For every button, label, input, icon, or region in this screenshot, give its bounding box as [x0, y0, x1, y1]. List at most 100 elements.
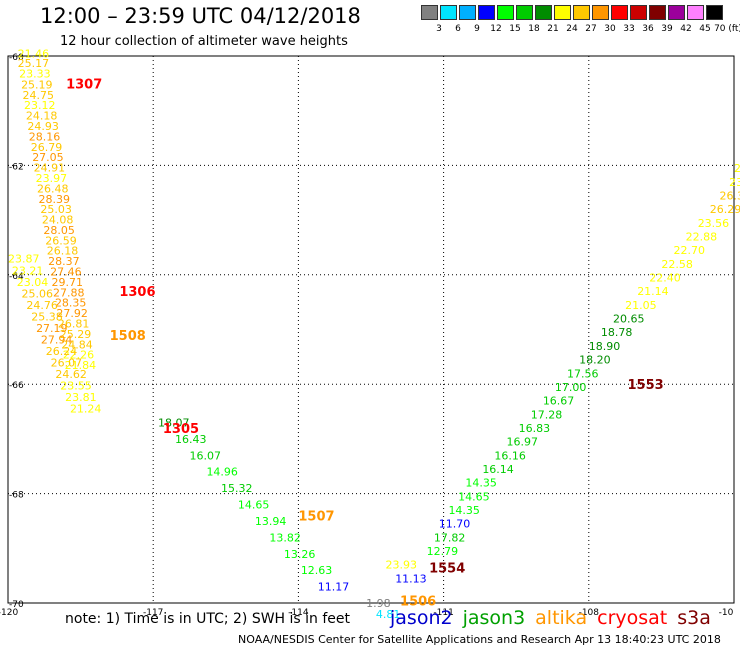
x-tick-label: -111	[433, 608, 453, 618]
swh-point-s3a: 21.14	[637, 285, 669, 298]
x-tick-label: -117	[143, 608, 163, 618]
swh-point-cryosat: 26.18	[47, 245, 79, 258]
swh-point-s3a: 14.65	[458, 490, 490, 503]
scale-label: 24	[566, 24, 578, 34]
y-tick-label: -64	[9, 272, 24, 282]
y-tick-label: -66	[9, 381, 24, 391]
swh-point-cryosat: 24.08	[42, 214, 74, 227]
swh-point-cryosat: 24.18	[26, 110, 58, 123]
swh-point-cryosat: 23.97	[36, 172, 67, 185]
swh-point-s3a: 14.35	[465, 477, 497, 490]
legend-jason2: jason2	[390, 607, 453, 629]
swh-point-s3a: 16.16	[494, 449, 526, 462]
scale-label: 3	[436, 24, 442, 34]
swh-point-cryosat: 23.12	[24, 99, 56, 112]
swh-point-jason3: 13.94	[255, 515, 287, 528]
swh-point-s3a: 17.00	[555, 381, 587, 394]
swh-point-jason3: 14.96	[206, 466, 238, 479]
scale-label: 33	[623, 24, 635, 34]
swh-point-cryosat: 29.71	[52, 276, 83, 289]
swh-point-s3a: 12.79	[427, 545, 459, 558]
swh-point-cryosat: 28.16	[29, 130, 61, 143]
scale-label: 9	[474, 24, 480, 34]
swh-point-cryosat: 23.33	[19, 68, 51, 81]
chart-title: 12:00 – 23:59 UTC 04/12/2018	[40, 4, 361, 28]
swh-point-cryosat: 24.84	[61, 338, 93, 351]
swh-point-s3a: 16.83	[519, 422, 551, 435]
swh-point-altika: 24.76	[26, 299, 57, 312]
swh-point-s3a: 23	[734, 162, 740, 175]
swh-point-s3a: 21.05	[625, 299, 657, 312]
swh-point-cryosat: 25.19	[21, 78, 53, 91]
swh-point-altika: 27.94	[41, 333, 73, 346]
swh-point-s3a: 23.93	[386, 559, 418, 572]
scale-swatch	[497, 5, 514, 20]
pass-label: 1554	[429, 561, 465, 576]
swh-point-jason3: 13.82	[269, 531, 301, 544]
swh-point-cryosat: 24.91	[34, 162, 66, 175]
swh-point-cryosat: 28.37	[48, 255, 79, 268]
map-grid	[8, 56, 734, 603]
swh-point-s3a: 18.90	[589, 340, 621, 353]
swh-point-s3a: 23.5	[729, 176, 740, 189]
swh-point-cryosat: 24.75	[23, 89, 55, 102]
scale-label: 39	[661, 24, 673, 34]
swh-point-s3a: 17.28	[531, 408, 563, 421]
swh-point-cryosat: 25.29	[60, 328, 91, 341]
swh-point-s3a: 11.70	[439, 518, 471, 531]
swh-point-altika: 26.24	[46, 345, 78, 358]
x-tick-label: -114	[288, 608, 309, 618]
swh-point-s3a: 17.56	[567, 367, 599, 380]
pass-label: 1306	[119, 285, 155, 300]
scale-swatch	[421, 5, 438, 20]
legend-cryosat: cryosat	[597, 607, 668, 629]
scale-label: 6	[455, 24, 461, 34]
swh-point-altika: 27.19	[36, 322, 68, 335]
swh-point-s3a: 16.14	[482, 463, 514, 476]
swh-point-jason3: 14.65	[238, 499, 270, 512]
chart-subtitle: 12 hour collection of altimeter wave hei…	[60, 34, 348, 49]
map-axes: -120 -117 -114 -111 -108 -10 -60 -62 -64 -66 -68 -7…	[0, 53, 735, 618]
swh-point-altika: 24.62	[55, 368, 87, 381]
swh-point-cryosat: 26.59	[45, 234, 77, 247]
swh-point-altika: 23.81	[65, 391, 97, 404]
y-tick-label: -70	[9, 600, 24, 610]
scale-swatch	[706, 5, 723, 20]
swh-point-cryosat: 21.84	[65, 359, 97, 372]
swh-point-jason3: 13.26	[284, 548, 316, 561]
swh-point-altika: 23.55	[60, 379, 92, 392]
swh-points: 21.4625.1723.3325.1924.7523.1224.1824.93…	[8, 47, 740, 621]
swh-point-s3a: 22.70	[674, 244, 706, 257]
swh-point-s3a: 11.13	[395, 572, 427, 585]
swh-point-cryosat: 28.05	[43, 224, 75, 237]
pass-label: 1553	[628, 378, 664, 393]
x-tick-label: -10	[719, 608, 734, 618]
pass-label: 1506	[400, 594, 436, 609]
swh-point-jason3: 11.17	[318, 581, 350, 594]
scale-swatch	[630, 5, 647, 20]
legend-altika: altika	[535, 607, 588, 629]
swh-point-altika: 23.04	[17, 276, 48, 289]
scale-label: 15	[509, 24, 521, 34]
legend-s3a: s3a	[677, 607, 711, 629]
swh-point-cryosat: 22.26	[63, 349, 95, 362]
swh-point-jason3: 12.63	[301, 564, 333, 577]
scale-swatch	[459, 5, 476, 20]
pass-labels: 1307 1306 1508 1305 1507 1554 1553 1506	[66, 77, 664, 609]
swh-point-altika: 23.87	[8, 252, 40, 265]
pass-label: 1307	[66, 77, 102, 92]
swh-point-cryosat: 21.46	[18, 47, 50, 60]
swh-point-altika: 21.24	[70, 402, 102, 415]
swh-point-s3a: 18.78	[601, 326, 633, 339]
y-tick-label: -60	[9, 53, 24, 63]
scale-label: 36	[642, 24, 654, 34]
scale-label: 21	[547, 24, 559, 34]
y-tick-label: -68	[9, 491, 24, 501]
swh-point-s3a: 22.58	[661, 258, 693, 271]
scale-swatch	[592, 5, 609, 20]
swh-point-altika: 25.06	[22, 287, 54, 300]
swh-point-s3a: 20.65	[613, 313, 645, 326]
scale-label: 45	[699, 24, 711, 34]
swh-point-cryosat: 25.17	[18, 57, 50, 70]
